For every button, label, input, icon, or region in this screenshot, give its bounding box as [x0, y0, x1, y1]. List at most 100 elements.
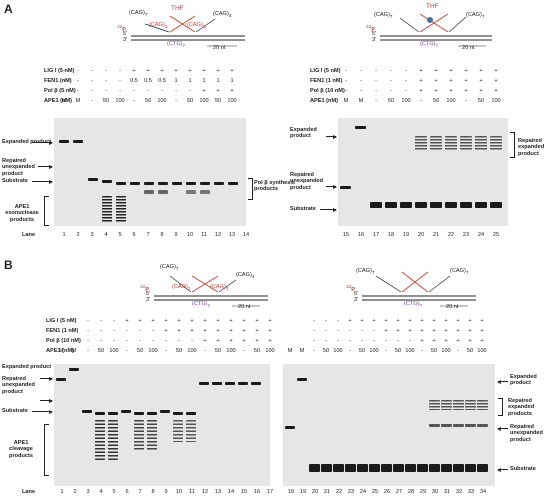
- gel-ladder: [134, 420, 144, 450]
- lane-number: 16: [357, 232, 365, 238]
- condition-value: -: [243, 348, 245, 354]
- condition-value: -: [87, 328, 89, 334]
- condition-value: +: [138, 318, 142, 324]
- condition-value: -: [63, 78, 65, 84]
- cond-label: APE1 (nM): [310, 98, 338, 104]
- condition-value: +: [432, 328, 436, 334]
- condition-value: +: [432, 318, 436, 324]
- condition-value: -: [189, 88, 191, 94]
- cag-red-right: (CAG): [210, 284, 226, 290]
- arrow: [32, 179, 53, 184]
- lane-number: 16: [253, 489, 261, 495]
- condition-value: -: [119, 88, 121, 94]
- condition-value: 100: [491, 98, 501, 104]
- condition-value: +: [230, 88, 234, 94]
- condition-value: 50: [186, 98, 194, 104]
- gel-ladder: [95, 420, 105, 460]
- gel-band: [56, 378, 66, 381]
- condition-value: 50: [432, 98, 440, 104]
- condition-value: 50: [322, 348, 330, 354]
- condition-value: +: [268, 338, 272, 344]
- three-prime: 3': [146, 297, 151, 303]
- condition-value: -: [113, 338, 115, 344]
- condition-value: -: [405, 68, 407, 74]
- condition-value: +: [479, 78, 483, 84]
- condition-value: 50: [466, 348, 474, 354]
- condition-value: +: [464, 78, 468, 84]
- cond-label: LIG I (5 nM): [46, 318, 77, 324]
- condition-value: -: [375, 68, 377, 74]
- gel-band: [144, 190, 154, 194]
- gel-band: [130, 182, 140, 185]
- condition-value: +: [160, 68, 164, 74]
- condition-value: +: [420, 318, 424, 324]
- gel-band: [199, 382, 209, 385]
- lane-number: 20: [311, 489, 319, 495]
- condition-value: -: [113, 328, 115, 334]
- lane-number: 11: [201, 232, 207, 238]
- condition-value: +: [203, 328, 207, 334]
- marker-label: M: [299, 348, 305, 354]
- three-prime: 3': [123, 37, 128, 43]
- label-repaired-unexpanded: Repaired unexpanded product: [510, 424, 543, 443]
- gel-band: [238, 382, 248, 385]
- condition-value: -: [325, 328, 327, 334]
- condition-value: +: [419, 88, 423, 94]
- condition-value: 100: [369, 348, 379, 354]
- lane-number: 6: [132, 232, 136, 238]
- conditions-b: LIG I (5 nM) FEN1 (1 nM) Pol β (10 nM) A…: [40, 318, 130, 364]
- condition-value: +: [230, 68, 234, 74]
- condition-value: -: [119, 68, 121, 74]
- condition-value: 100: [446, 98, 456, 104]
- arrow: [32, 409, 53, 414]
- lane-number: 25: [492, 232, 500, 238]
- p32-label: P: [371, 26, 375, 33]
- condition-value: +: [464, 68, 468, 74]
- lane-number: 20: [417, 232, 425, 238]
- condition-value: +: [408, 328, 412, 334]
- lane-number: 15: [342, 232, 350, 238]
- lane-number: 23: [347, 489, 355, 495]
- schematic-a-left: (CAG)7 THF (CAG)4 (CAG)3 (CAG)3 32P 5' 3…: [115, 2, 255, 57]
- cag-right: (CAG): [236, 272, 252, 278]
- gel-band: [200, 190, 210, 194]
- condition-value: -: [345, 68, 347, 74]
- lane-number: 3: [86, 489, 90, 495]
- condition-value: -: [420, 98, 422, 104]
- arrow: [326, 134, 337, 139]
- condition-value: -: [152, 328, 154, 334]
- condition-value: -: [405, 88, 407, 94]
- condition-value: 0.5: [158, 78, 166, 84]
- arrow: [40, 398, 53, 403]
- gel-band: [121, 410, 131, 413]
- lane-number: 24: [359, 489, 367, 495]
- gel-band: [429, 464, 440, 472]
- lane-number: 13: [214, 489, 222, 495]
- condition-value: +: [268, 318, 272, 324]
- gel-band: [186, 182, 196, 185]
- lane-number: 30: [431, 489, 439, 495]
- gel-ladder: [173, 420, 183, 442]
- condition-value: +: [188, 68, 192, 74]
- condition-value: -: [313, 348, 315, 354]
- condition-value: 100: [441, 348, 451, 354]
- condition-value: +: [396, 318, 400, 324]
- lane-number: 22: [447, 232, 455, 238]
- condition-value: -: [77, 78, 79, 84]
- condition-value: +: [190, 318, 194, 324]
- lane-number: 19: [299, 489, 307, 495]
- condition-value: -: [113, 318, 115, 324]
- condition-value: -: [63, 68, 65, 74]
- gel-band: [453, 424, 464, 427]
- condition-value: +: [164, 328, 168, 334]
- condition-value: -: [465, 98, 467, 104]
- gel-band: [59, 140, 69, 143]
- gel-smear: [460, 136, 472, 150]
- condition-value: -: [360, 78, 362, 84]
- condition-value: +: [190, 328, 194, 334]
- condition-value: -: [100, 338, 102, 344]
- condition-value: 100: [199, 98, 209, 104]
- gel-band: [214, 182, 224, 185]
- nt-label: 20 nt: [462, 45, 475, 51]
- panel-b-label: B: [4, 258, 13, 272]
